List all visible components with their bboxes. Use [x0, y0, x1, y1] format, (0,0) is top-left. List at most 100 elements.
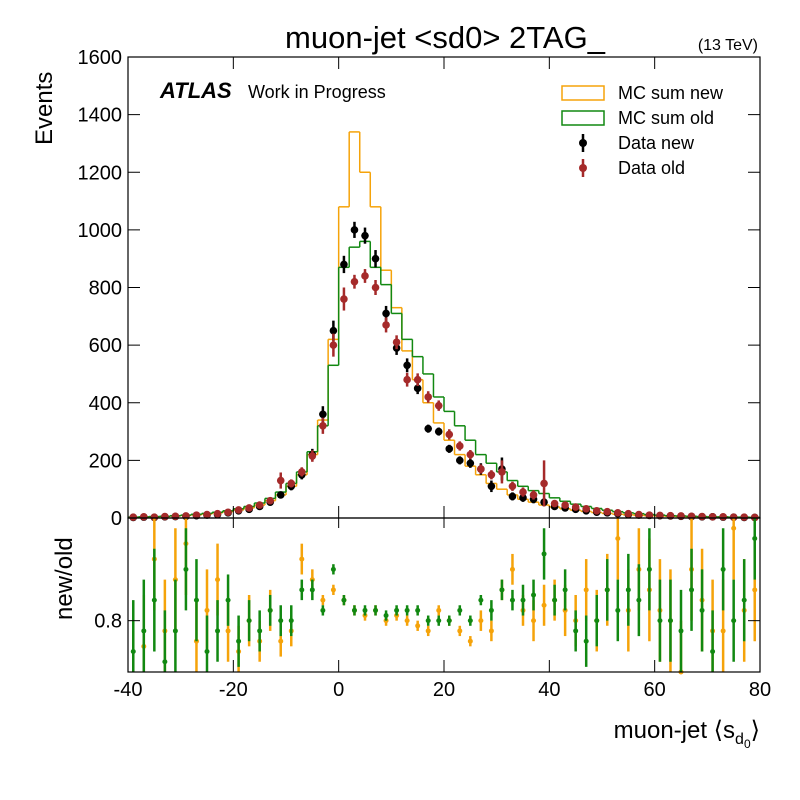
ratio-point — [215, 577, 221, 583]
data-point — [150, 513, 159, 521]
ratio-point — [478, 597, 484, 603]
data-point — [445, 445, 454, 453]
data-point — [424, 393, 433, 401]
y-tick-label: 400 — [89, 393, 122, 415]
ratio-point — [488, 607, 494, 613]
ratio-point — [615, 607, 621, 613]
data-point — [361, 272, 369, 280]
ratio-point — [467, 638, 473, 644]
ratio-point — [236, 638, 242, 644]
y-tick-label: 200 — [89, 450, 122, 472]
ratio-point — [531, 592, 537, 598]
ratio-point — [225, 628, 231, 634]
ratio-point — [162, 659, 168, 665]
data-point — [645, 511, 654, 519]
ratio-point — [436, 607, 442, 613]
ratio-point — [151, 597, 157, 603]
y-tick-label: 1000 — [78, 220, 123, 242]
ratio-point — [425, 618, 431, 624]
x-tick-label: -40 — [114, 679, 143, 701]
data-point — [340, 295, 348, 303]
ratio-point — [193, 597, 199, 603]
ratio-point — [625, 587, 631, 593]
ratio-point — [594, 618, 600, 624]
ratio-point — [183, 566, 189, 572]
data-point — [614, 509, 622, 517]
ratio-point — [467, 618, 473, 624]
ratio-point — [741, 597, 747, 603]
data-point — [519, 488, 527, 496]
data-point — [445, 430, 454, 439]
data-point — [140, 513, 148, 521]
y-label: Events — [31, 72, 58, 145]
data-point — [192, 511, 201, 519]
ratio-point — [488, 628, 494, 634]
x-tick-label: 40 — [538, 679, 560, 701]
data-point — [434, 427, 443, 436]
ratio-point — [415, 623, 421, 629]
data-point — [656, 511, 664, 520]
data-point — [424, 424, 433, 433]
data-point — [508, 492, 517, 501]
data-point — [466, 459, 475, 468]
data-point — [456, 456, 464, 465]
data-point — [350, 277, 359, 286]
data-point — [719, 513, 727, 521]
data-point — [403, 375, 411, 384]
legend-marker — [579, 164, 587, 172]
data-point — [340, 260, 348, 269]
data-point — [329, 341, 338, 349]
data-point — [592, 506, 601, 515]
ratio-point — [499, 587, 505, 593]
data-point — [319, 410, 327, 419]
x-label-main: muon-jet ⟨s — [614, 717, 735, 744]
data-point — [361, 231, 369, 240]
x-tick-label: 20 — [433, 679, 455, 701]
legend-box — [561, 85, 605, 101]
data-point — [213, 509, 222, 518]
ratio-point — [299, 556, 305, 562]
ratio-point — [720, 628, 726, 634]
y-tick-label: 0 — [111, 508, 122, 530]
ratio-point — [583, 587, 589, 593]
ratio-point — [204, 607, 210, 613]
y-tick-label: 1400 — [78, 105, 123, 127]
ratio-point — [172, 628, 178, 634]
ratio-point — [478, 618, 484, 624]
ratio-point — [330, 587, 336, 593]
ratio-point — [562, 587, 568, 593]
y-tick-label: 600 — [89, 335, 122, 357]
atlas-sub: Work in Progress — [248, 82, 386, 102]
ratio-point — [583, 638, 589, 644]
data-point — [319, 422, 327, 430]
ratio-point — [215, 628, 221, 634]
ratio-point — [457, 607, 463, 613]
data-point — [403, 361, 411, 370]
data-point — [255, 501, 264, 509]
data-point — [729, 513, 738, 521]
ratio-point — [689, 587, 695, 593]
ratio-point — [457, 628, 463, 634]
data-point — [224, 508, 232, 517]
ratio-point — [320, 607, 326, 613]
data-point — [561, 501, 569, 509]
data-point — [698, 512, 706, 521]
data-point — [635, 510, 643, 519]
ratio-y-tick-label: 0.8 — [94, 611, 122, 633]
ratio-point — [720, 566, 726, 572]
data-point — [477, 465, 485, 473]
data-point — [466, 450, 475, 459]
ratio-point — [667, 618, 673, 624]
x-label-end: ⟩ — [751, 717, 760, 744]
data-point — [382, 321, 390, 329]
data-point — [540, 479, 548, 488]
data-point — [498, 468, 506, 476]
data-point — [276, 491, 285, 499]
energy-label: (13 TeV) — [698, 37, 758, 54]
data-point — [740, 513, 748, 521]
ratio-frame — [127, 517, 761, 673]
data-point — [371, 283, 380, 292]
y-tick-label: 1200 — [78, 162, 123, 184]
data-point — [603, 507, 612, 516]
ratio-label: new/old — [51, 537, 78, 620]
